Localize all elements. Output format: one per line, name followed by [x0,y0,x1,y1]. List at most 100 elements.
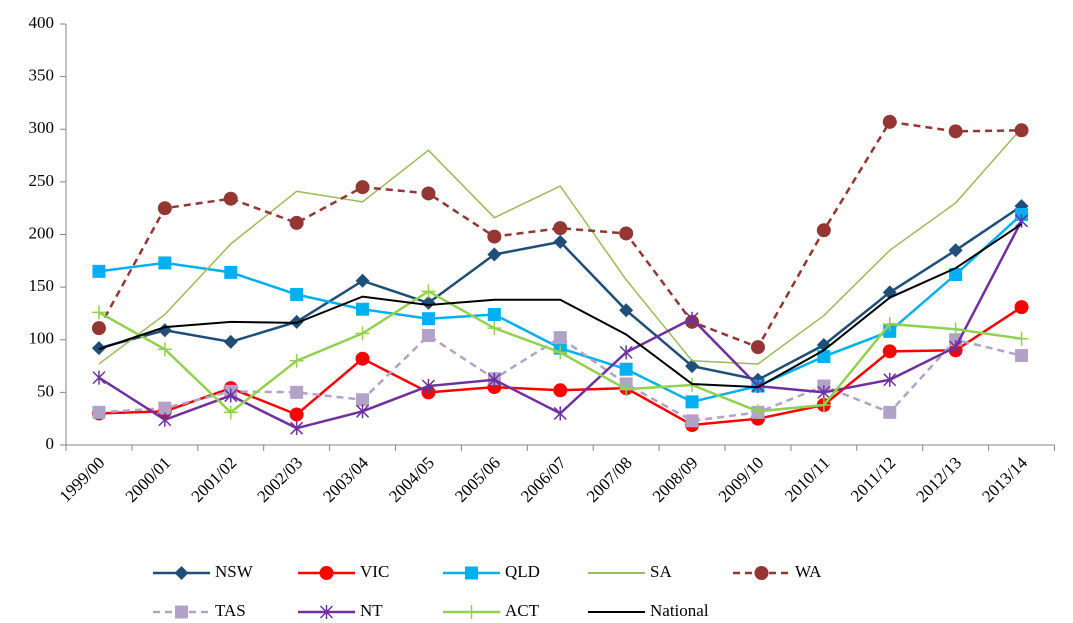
y-tick-label: 350 [29,66,55,85]
marker [224,388,238,403]
marker [355,326,370,341]
marker [289,353,304,368]
marker [421,329,435,343]
marker [685,311,699,326]
marker [223,334,238,349]
marker [1014,300,1029,315]
marker [174,566,189,580]
marker [290,287,304,301]
marker [949,267,963,281]
marker [487,372,501,387]
legend-label: NT [360,601,383,620]
marker [355,351,370,366]
marker [1014,331,1029,346]
x-tick-label: 2010/11 [781,453,833,505]
marker [553,383,568,398]
marker [356,393,370,407]
marker [883,372,897,387]
marker [91,321,106,336]
marker [355,273,370,288]
marker [619,362,633,376]
series-line [98,127,1023,365]
legend-label: VIC [360,562,389,581]
marker [421,284,436,299]
marker [816,398,831,413]
x-tick-label: 2004/05 [385,453,438,506]
marker [157,342,172,357]
marker [553,331,567,345]
marker [223,405,238,420]
marker [553,221,568,236]
legend-label: National [650,601,709,620]
x-tick-label: 2006/07 [517,453,570,506]
legend-item: NSW [153,562,254,581]
x-tick-label: 2003/04 [319,453,372,506]
marker [92,370,106,385]
x-tick-label: 2012/13 [912,453,965,506]
marker [487,321,502,336]
legend-label: WA [795,562,822,581]
marker [949,340,963,355]
marker [817,350,831,364]
marker [553,406,567,421]
marker [421,186,436,201]
marker [948,124,963,139]
y-tick-label: 200 [29,223,55,242]
marker [883,405,897,419]
x-tick-label: 2005/06 [451,453,504,506]
marker [421,379,435,394]
marker [750,340,765,355]
marker [319,605,334,619]
marker [1015,213,1029,228]
y-tick-label: 300 [29,118,55,137]
marker [685,395,699,409]
marker [750,404,765,419]
x-tick-label: 2007/08 [583,453,636,506]
marker [685,359,700,374]
marker [487,229,502,244]
marker [290,421,304,436]
marker [553,345,568,360]
y-tick-label: 400 [29,13,55,32]
legend-item: VIC [298,562,389,581]
marker [619,303,634,318]
marker [92,264,106,278]
x-tick-label: 2013/14 [978,453,1031,506]
y-tick-label: 100 [29,329,55,348]
legend-item: WA [733,562,822,581]
series-line [97,120,1022,349]
legend-item: ACT [443,601,540,620]
x-tick-label: 2009/10 [715,453,768,506]
marker [356,302,370,316]
legend-item: NT [298,601,383,620]
legend-label: QLD [505,562,540,581]
marker [882,316,897,331]
marker [1014,123,1029,138]
marker [487,247,502,262]
marker [487,307,501,321]
marker [1015,349,1029,363]
x-tick-label: 2000/01 [122,453,175,506]
marker [619,226,634,241]
marker [91,305,106,320]
legend-label: ACT [505,601,540,620]
x-tick-label: 2002/03 [253,453,306,506]
marker [224,265,238,279]
x-tick-label: 1999/00 [56,453,109,506]
marker [223,191,238,206]
marker [158,256,172,270]
series-line [98,223,1023,389]
series-line [98,333,1022,423]
marker [882,344,897,359]
legend-item: QLD [443,562,540,581]
marker [289,407,304,422]
marker [817,385,831,400]
marker [816,223,831,238]
marker [319,566,334,580]
x-tick-label: 2001/02 [187,453,240,506]
marker [92,405,106,419]
marker [948,322,963,337]
x-tick-label: 2011/12 [847,453,899,505]
marker [948,243,963,258]
